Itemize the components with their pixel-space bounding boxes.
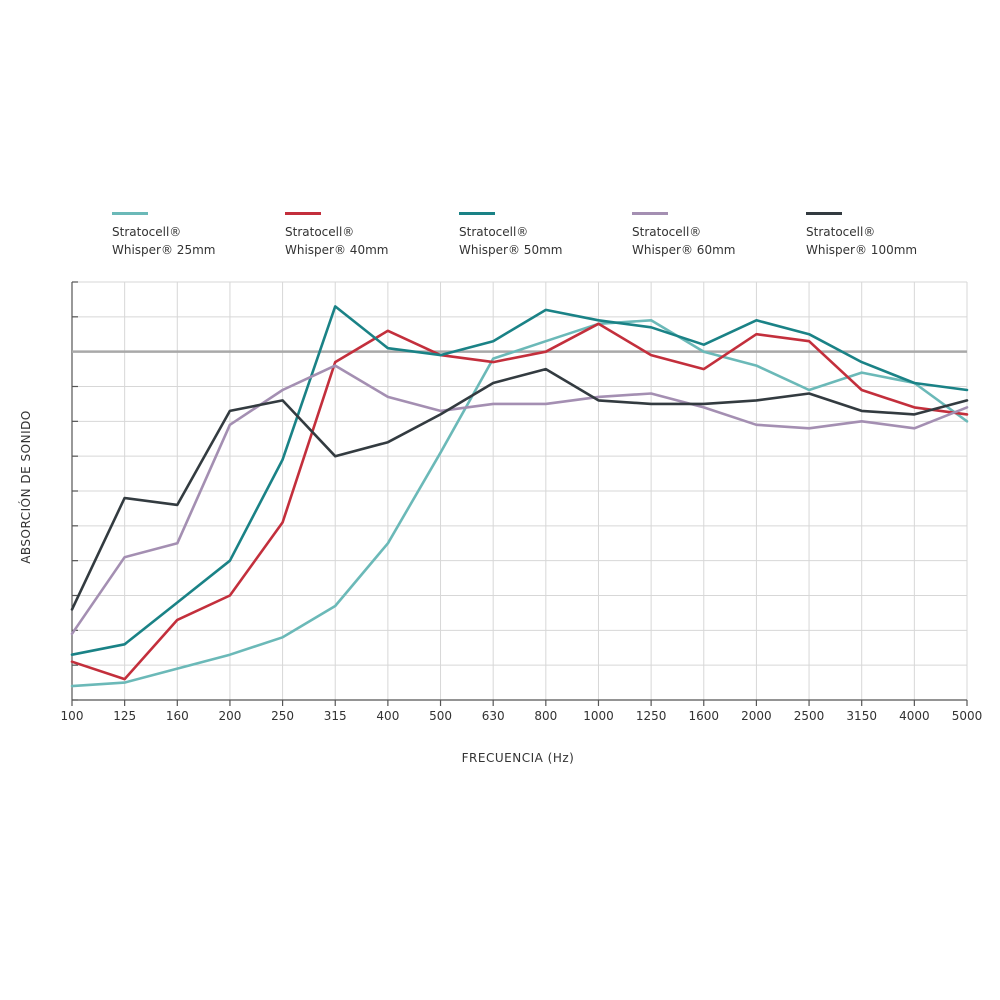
x-tick-label: 400 bbox=[376, 709, 399, 723]
legend-label-line2: Whisper® 40mm bbox=[285, 243, 389, 257]
legend-label-line2: Whisper® 60mm bbox=[632, 243, 736, 257]
series-line-2 bbox=[70, 305, 969, 657]
series-line-1 bbox=[70, 322, 969, 681]
legend-swatch-100mm bbox=[806, 212, 842, 215]
legend-label-line1: Stratocell® bbox=[285, 225, 355, 239]
legend-item-50mm: Stratocell® Whisper® 50mm bbox=[459, 212, 609, 259]
series-line-4 bbox=[70, 367, 969, 611]
legend-label-line2: Whisper® 50mm bbox=[459, 243, 563, 257]
x-axis-title: FRECUENCIA (Hz) bbox=[462, 751, 575, 765]
x-tick-label: 2500 bbox=[794, 709, 825, 723]
legend-label-line1: Stratocell® bbox=[112, 225, 182, 239]
x-tick-label: 250 bbox=[271, 709, 294, 723]
x-tick-label: 1000 bbox=[583, 709, 614, 723]
legend-label-line2: Whisper® 100mm bbox=[806, 243, 918, 257]
legend-item-25mm: Stratocell® Whisper® 25mm bbox=[112, 212, 262, 259]
legend-swatch-40mm bbox=[285, 212, 321, 215]
x-tick-labels: 100 125 160 200 250 315 400 500 630 800 1000 1250 16… bbox=[61, 709, 983, 723]
series-lines bbox=[70, 305, 969, 688]
y-axis-title: ABSORCIÓN DE SONIDO bbox=[18, 410, 33, 564]
legend-swatch-50mm bbox=[459, 212, 495, 215]
x-tick-label: 800 bbox=[534, 709, 557, 723]
x-tick-label: 3150 bbox=[846, 709, 877, 723]
x-tick-label: 2000 bbox=[741, 709, 772, 723]
x-tick-label: 160 bbox=[166, 709, 189, 723]
x-tick-label: 1600 bbox=[688, 709, 719, 723]
x-tick-label: 4000 bbox=[899, 709, 930, 723]
x-tick-label: 200 bbox=[218, 709, 241, 723]
series-line-3 bbox=[70, 364, 969, 636]
x-tick-label: 125 bbox=[113, 709, 136, 723]
legend-item-60mm: Stratocell® Whisper® 60mm bbox=[632, 212, 782, 259]
legend-label-line2: Whisper® 25mm bbox=[112, 243, 216, 257]
legend-swatch-60mm bbox=[632, 212, 668, 215]
x-tick-label: 630 bbox=[482, 709, 505, 723]
legend-item-40mm: Stratocell® Whisper® 40mm bbox=[285, 212, 435, 259]
x-tick-label: 315 bbox=[324, 709, 347, 723]
legend-label-line1: Stratocell® bbox=[459, 225, 529, 239]
x-tick-label: 500 bbox=[429, 709, 452, 723]
legend-item-100mm: Stratocell® Whisper® 100mm bbox=[806, 212, 956, 259]
x-tick-label: 5000 bbox=[952, 709, 983, 723]
legend-swatch-25mm bbox=[112, 212, 148, 215]
x-tick-label: 100 bbox=[61, 709, 84, 723]
legend-label-line1: Stratocell® bbox=[806, 225, 876, 239]
series-line-0 bbox=[70, 318, 969, 688]
x-tick-label: 1250 bbox=[636, 709, 667, 723]
legend-label-line1: Stratocell® bbox=[632, 225, 702, 239]
